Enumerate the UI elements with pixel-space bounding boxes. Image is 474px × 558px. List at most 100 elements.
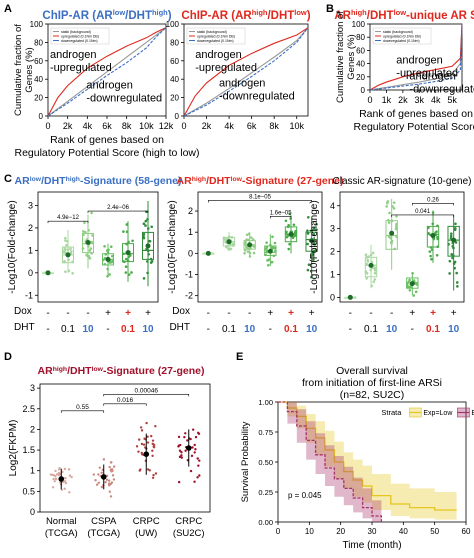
c-right-point (409, 285, 413, 289)
c-mid-ylabel: -Log10(Fold-change) (167, 200, 178, 293)
c-left-dht-value: 0.1 (61, 324, 75, 335)
d-point (54, 475, 57, 478)
c-left-point (103, 244, 106, 248)
c-left-point (66, 239, 69, 243)
a-left-xtick-label: 12k (159, 121, 174, 131)
c-mid-point (264, 247, 268, 250)
e-survival-line-1 (278, 401, 383, 522)
panel-letter-D: D (4, 351, 12, 363)
c-left-point (106, 250, 110, 254)
c-mid-dht-value: 0.1 (284, 324, 298, 335)
c-right-dox-value: - (349, 308, 352, 319)
d-category-label: CRPC (175, 516, 202, 527)
c-mid-point (293, 231, 297, 234)
a-right-ytick-label: 80 (170, 38, 179, 47)
d-point (179, 443, 182, 447)
b-ylabel: Cumulative fraction of (335, 11, 346, 103)
c-left-point (149, 257, 153, 261)
a-left-xlabel: Rank of genes based on (50, 134, 164, 146)
c-right-point (450, 232, 453, 235)
d-point (193, 480, 196, 483)
c-left-point (91, 241, 95, 244)
c-mid-point (246, 250, 250, 253)
c-right-point (450, 253, 453, 256)
a-left-xtick-label: 10k (139, 121, 154, 131)
d-point (198, 459, 201, 462)
c-right-point (395, 227, 398, 231)
d-ytick-label: 0.5 (22, 486, 35, 496)
c-mid-title: ARhigh/DHTlow-Signature (27-gene) (177, 175, 344, 187)
c-mid-mean (288, 231, 294, 237)
d-point (107, 479, 111, 482)
c-left-point (127, 273, 131, 276)
b-ytick-label: 100 (352, 20, 366, 29)
c-right-point (436, 224, 439, 228)
c-left-ylabel: -Log10(Fold-change) (7, 200, 18, 293)
d-point (193, 451, 196, 454)
c-mid-point (246, 238, 250, 242)
c-mid-point (315, 228, 318, 231)
b-legend-entry: static (background) (383, 30, 413, 34)
c-mid-point (227, 235, 231, 239)
c-mid-point (306, 229, 309, 232)
c-mid-point (306, 268, 310, 272)
c-mid-point (312, 242, 316, 246)
d-pvalue-bracket (103, 394, 190, 397)
c-right-dht-value: 0.1 (426, 324, 440, 335)
c-right-point (447, 242, 450, 246)
d-point (142, 443, 146, 446)
c-left-point (142, 232, 146, 236)
c-dox-label: Dox (172, 306, 190, 317)
e-ytick-label: 0.00 (258, 518, 273, 527)
a-left-annotation-0: androgen (50, 49, 97, 61)
a-right-line-0 (183, 27, 309, 117)
d-category-label: CRPC (133, 516, 160, 527)
a-left-legend-entry: static (background) (61, 30, 91, 34)
e-legend-title: Strata (381, 408, 402, 417)
c-mid-ytick-label: 2 (188, 206, 193, 216)
d-category-label: (SU2C) (173, 528, 205, 539)
e-ytick-label: 0.75 (258, 428, 273, 437)
c-mid-point (265, 241, 268, 244)
a-left-legend-entry: upregulated (0.1Nm DB) (61, 35, 99, 39)
c-right-point (395, 225, 398, 228)
c-mid-point (288, 212, 292, 216)
c-right-dox-value: - (369, 308, 372, 319)
c-right-point (387, 221, 391, 224)
d-point (105, 474, 109, 477)
c-right-point (435, 230, 438, 233)
d-point (151, 476, 155, 479)
d-point (154, 424, 157, 428)
d-point (196, 457, 199, 460)
c-right-point (407, 280, 410, 284)
a-right-ytick-label: 40 (170, 75, 179, 84)
a-left-legend-box (50, 27, 110, 45)
c-left-point (67, 258, 70, 262)
c-left-point (109, 245, 113, 248)
c-right-point (451, 256, 454, 260)
c-mid-dht-value: - (269, 324, 272, 335)
b-annotation-1: androgen (409, 70, 456, 82)
d-point (143, 437, 146, 440)
d-ytick-label: 1 (30, 466, 35, 476)
d-ytick-label: 0 (30, 507, 35, 517)
c-mid-point (203, 252, 206, 255)
d-point (53, 480, 56, 483)
a-right-line-2 (183, 27, 309, 117)
c-left-point (127, 240, 130, 244)
d-ytick-label: 2 (30, 424, 35, 434)
c-mid-point (227, 247, 230, 251)
c-right-dox-value: + (451, 308, 457, 319)
c-mid-point (312, 258, 315, 261)
c-mid-point (306, 232, 310, 235)
a-left-title: ChIP-AR (ARlow/DHThigh) (42, 8, 171, 23)
c-left-point (125, 223, 129, 226)
c-left-point (144, 219, 148, 223)
c-left-point (69, 247, 72, 251)
c-left-point (90, 211, 93, 215)
c-right-point (414, 290, 418, 294)
c-left-pvalue-bracket (87, 210, 149, 214)
c-mid-point (264, 253, 267, 257)
b-xtick-label: 4k (431, 95, 441, 105)
a-left-ytick-label: 40 (34, 75, 43, 84)
